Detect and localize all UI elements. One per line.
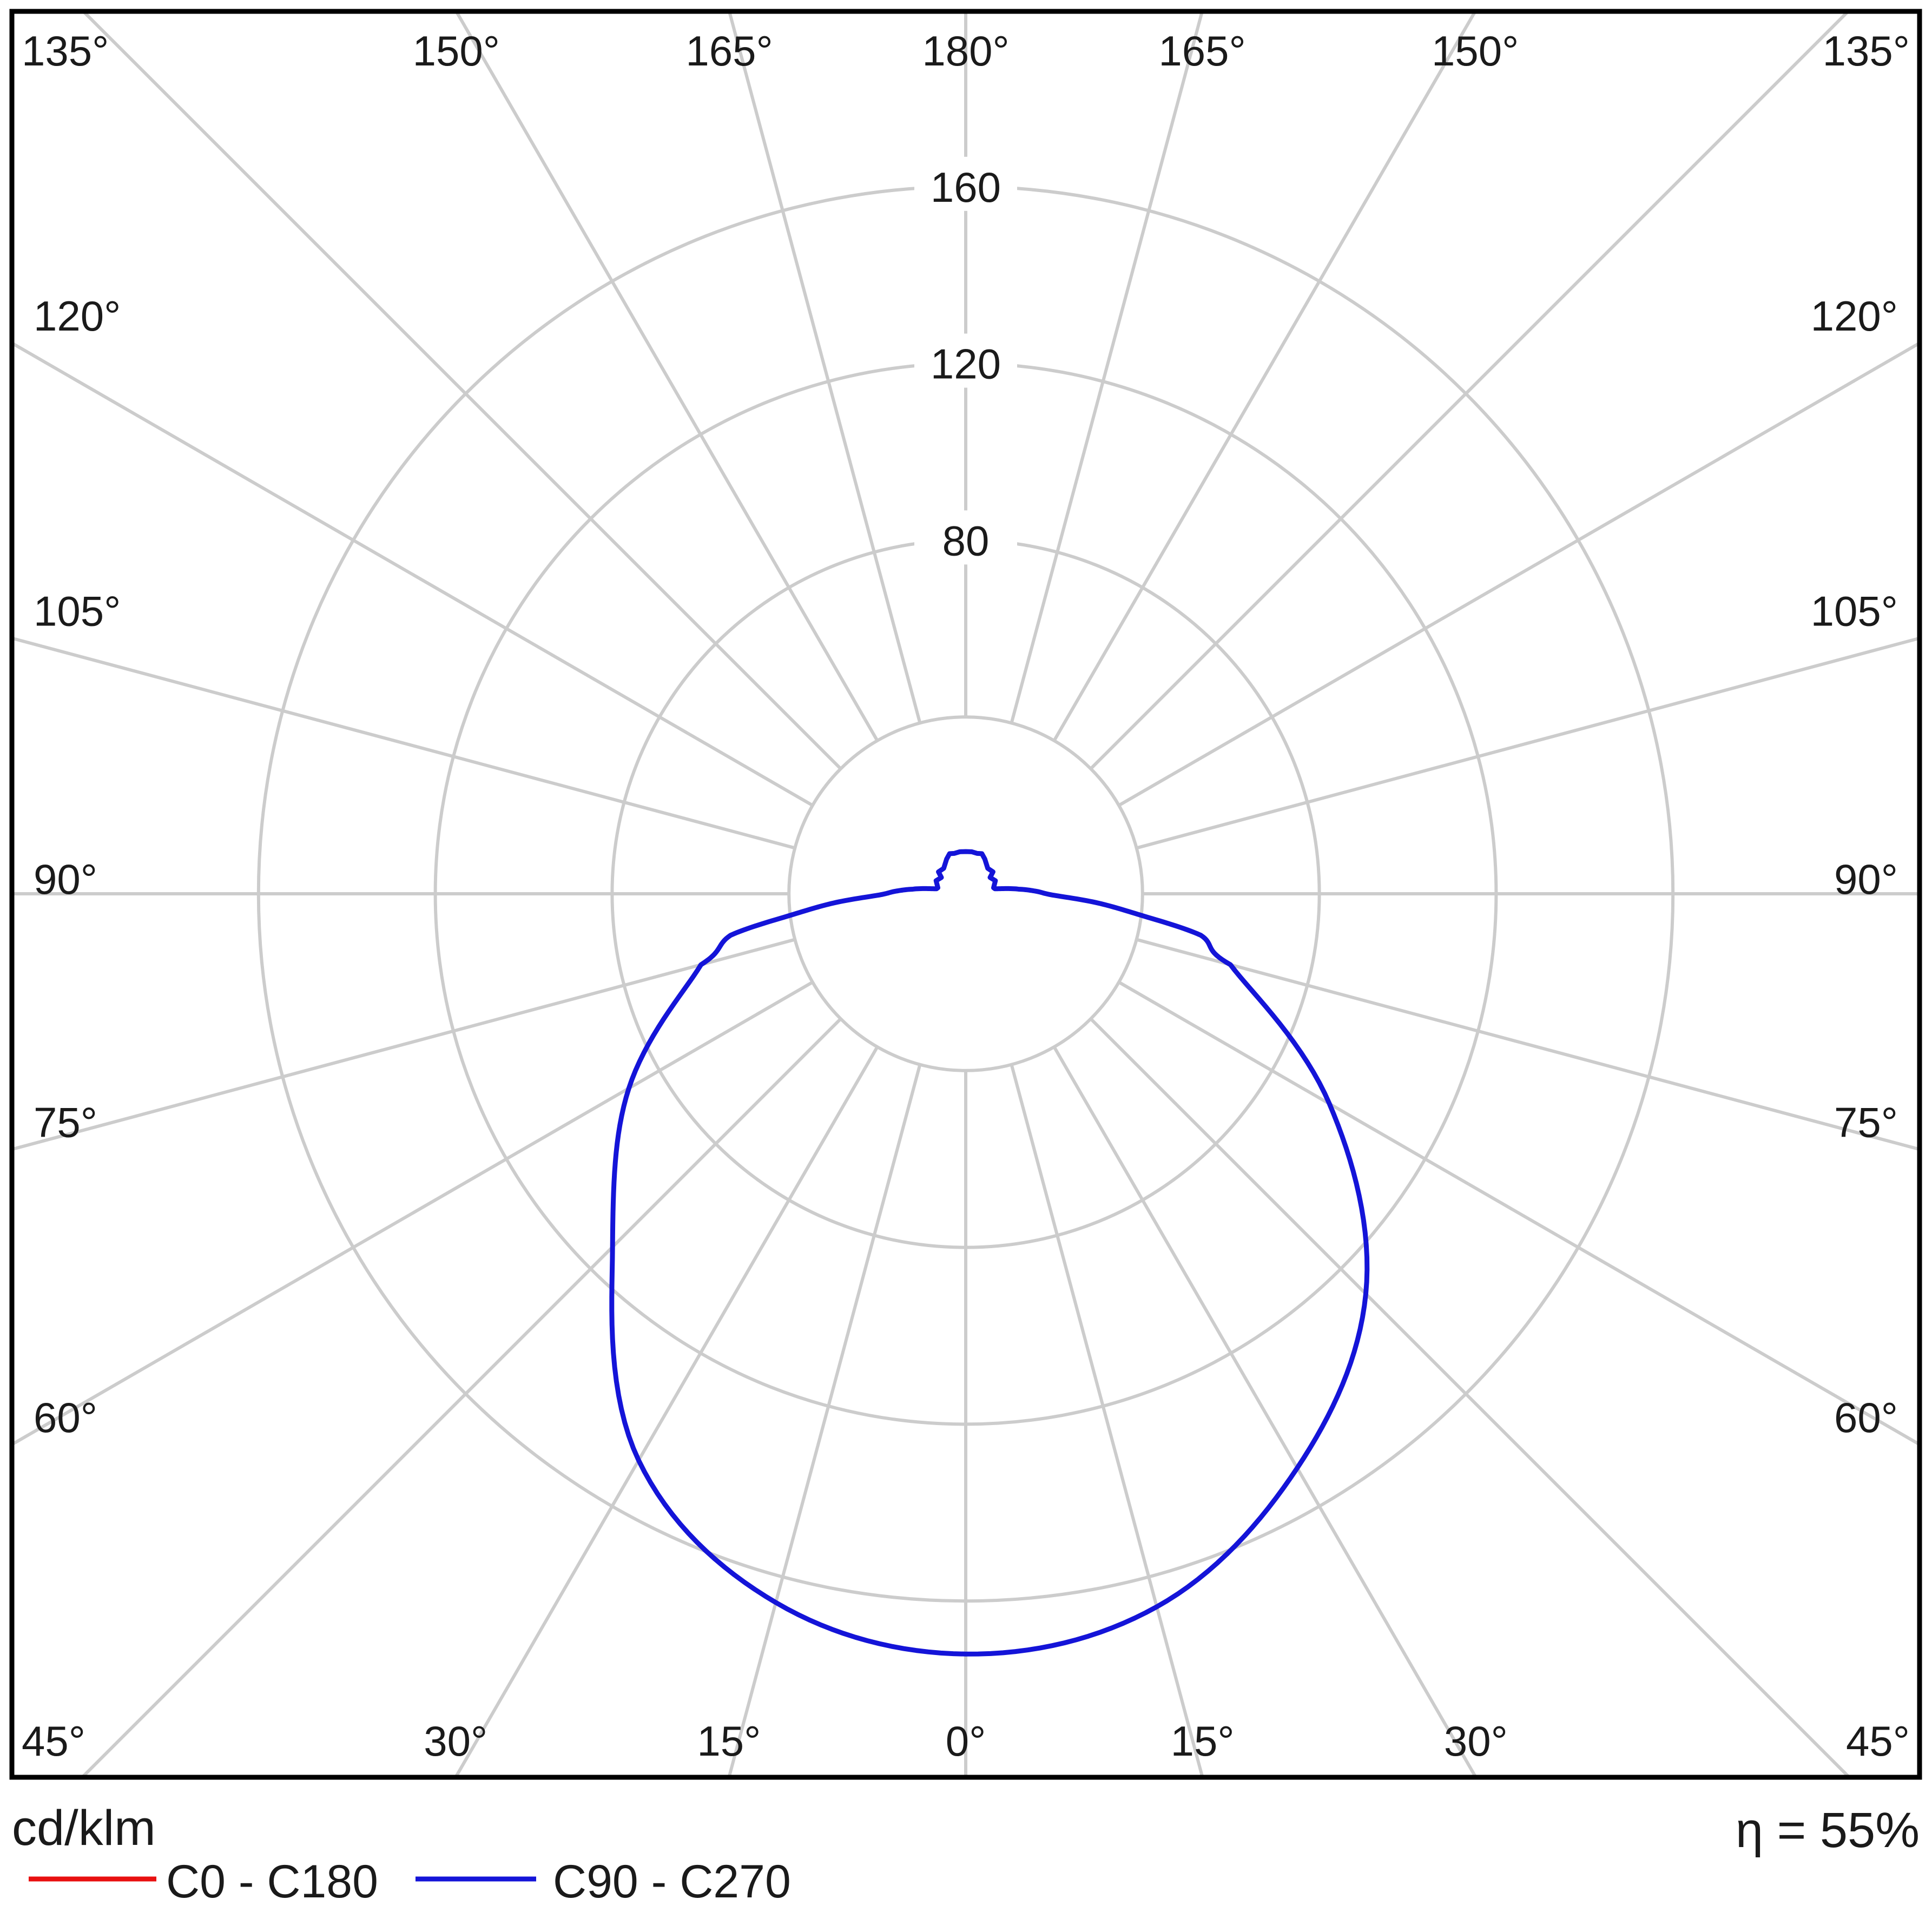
svg-text:30°: 30° <box>1444 1717 1508 1765</box>
svg-text:60°: 60° <box>34 1394 97 1441</box>
svg-text:C0 - C180: C0 - C180 <box>166 1856 378 1908</box>
svg-text:135°: 135° <box>1823 27 1910 75</box>
svg-text:150°: 150° <box>1432 27 1519 75</box>
svg-text:15°: 15° <box>1171 1717 1235 1765</box>
svg-text:150°: 150° <box>413 27 500 75</box>
svg-text:105°: 105° <box>34 588 121 635</box>
svg-text:90°: 90° <box>1834 855 1898 903</box>
svg-text:180°: 180° <box>922 27 1009 75</box>
svg-text:165°: 165° <box>685 27 773 75</box>
svg-text:0°: 0° <box>946 1717 986 1765</box>
svg-text:120°: 120° <box>1811 292 1898 340</box>
svg-text:165°: 165° <box>1158 27 1245 75</box>
svg-text:120°: 120° <box>34 292 121 340</box>
svg-text:160: 160 <box>931 163 1001 211</box>
svg-text:15°: 15° <box>697 1717 761 1765</box>
svg-text:45°: 45° <box>1846 1717 1910 1765</box>
svg-text:75°: 75° <box>1834 1098 1898 1146</box>
svg-text:cd/klm: cd/klm <box>12 1801 156 1856</box>
svg-text:30°: 30° <box>424 1717 487 1765</box>
svg-text:η = 55%: η = 55% <box>1736 1803 1920 1858</box>
svg-text:60°: 60° <box>1834 1394 1898 1441</box>
svg-text:90°: 90° <box>34 855 97 903</box>
svg-text:135°: 135° <box>22 27 109 75</box>
svg-text:75°: 75° <box>34 1098 97 1146</box>
svg-text:80: 80 <box>942 517 990 564</box>
svg-text:45°: 45° <box>22 1717 85 1765</box>
svg-text:120: 120 <box>931 340 1001 388</box>
svg-text:105°: 105° <box>1811 588 1898 635</box>
svg-text:C90 - C270: C90 - C270 <box>553 1856 791 1908</box>
